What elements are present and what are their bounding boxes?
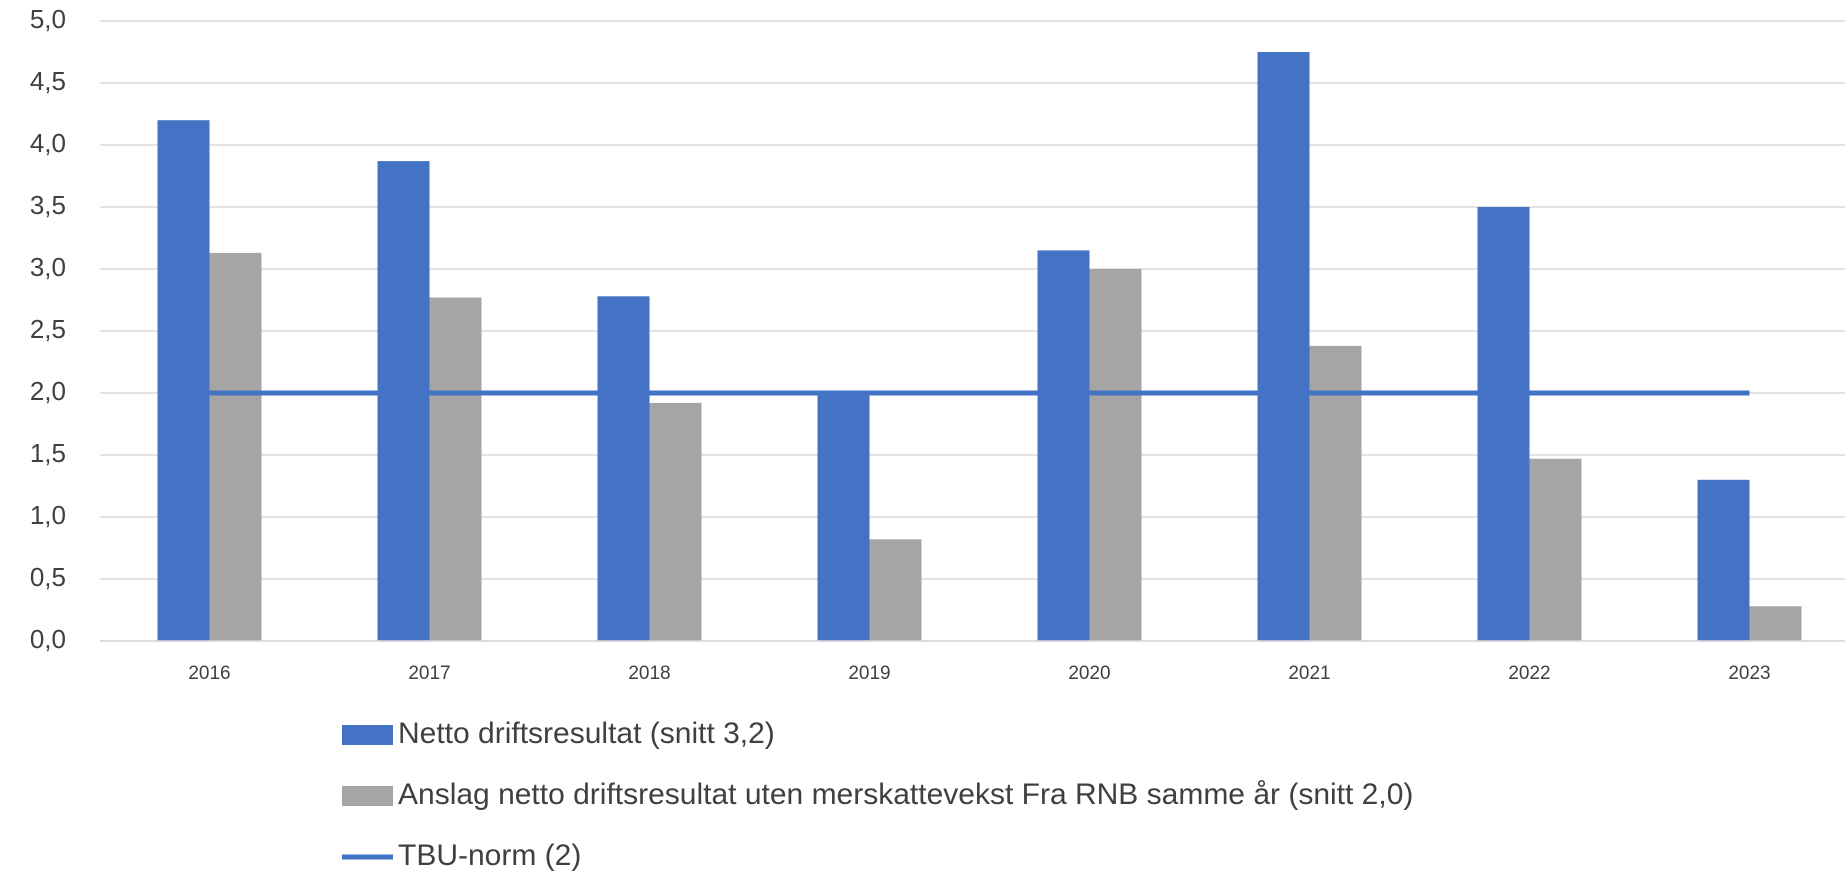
y-tick-label: 4,0	[30, 128, 66, 158]
bar	[1037, 250, 1090, 641]
y-tick-label: 2,5	[30, 314, 66, 344]
x-tick-label: 2016	[188, 663, 230, 684]
x-tick-label: 2019	[848, 663, 890, 684]
bar	[1477, 207, 1530, 641]
legend-label: Netto driftsresultat (snitt 3,2)	[398, 717, 775, 750]
legend-marker	[342, 786, 393, 806]
legend-label: Anslag netto driftsresultat uten merskat…	[398, 778, 1413, 811]
y-tick-label: 1,0	[30, 500, 66, 530]
y-tick-label: 3,5	[30, 190, 66, 220]
y-tick-label: 0,5	[30, 562, 66, 592]
y-tick-label: 3,0	[30, 252, 66, 282]
bar	[157, 120, 210, 641]
bar	[649, 402, 702, 641]
bar	[597, 296, 650, 641]
x-tick-label: 2022	[1508, 663, 1550, 684]
y-tick-label: 5,0	[30, 4, 66, 34]
bar	[869, 539, 922, 641]
bar	[1257, 52, 1310, 641]
bar	[209, 252, 262, 641]
bar	[1089, 269, 1142, 641]
bar	[1529, 458, 1582, 641]
bar	[377, 161, 430, 641]
x-tick-label: 2020	[1068, 663, 1110, 684]
bar	[817, 393, 870, 641]
x-tick-label: 2018	[628, 663, 670, 684]
legend-marker	[342, 725, 393, 745]
x-tick-label: 2021	[1288, 663, 1330, 684]
x-tick-label: 2017	[408, 663, 450, 684]
bar	[1697, 479, 1750, 641]
y-tick-label: 4,5	[30, 66, 66, 96]
y-tick-label: 0,0	[30, 624, 66, 654]
bar	[1749, 606, 1802, 641]
y-tick-label: 1,5	[30, 438, 66, 468]
y-tick-label: 2,0	[30, 376, 66, 406]
bar	[1309, 345, 1362, 641]
x-tick-label: 2023	[1728, 663, 1770, 684]
legend-label: TBU-norm (2)	[398, 839, 581, 872]
bar	[429, 297, 482, 641]
